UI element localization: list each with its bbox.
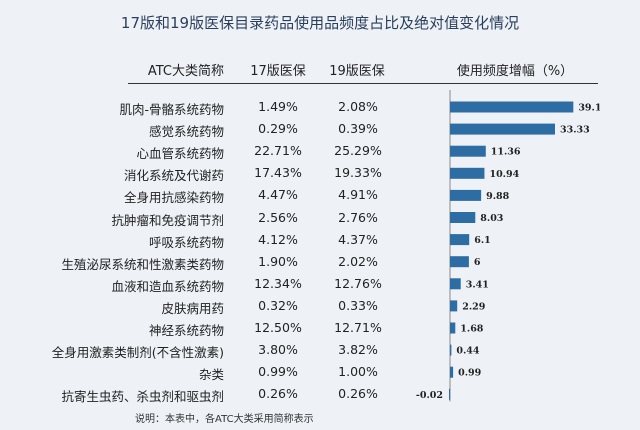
value-2017: 0.26% bbox=[258, 386, 298, 402]
category-name: 心血管系统药物 bbox=[136, 146, 224, 162]
growth-bar bbox=[450, 167, 485, 179]
header-growth: 使用频度增幅（%） bbox=[456, 64, 574, 79]
category-name: 消化系统及代谢药 bbox=[123, 168, 224, 184]
growth-bar bbox=[450, 300, 458, 312]
header-divider bbox=[128, 83, 598, 84]
value-2017: 12.34% bbox=[254, 275, 302, 291]
footnote: 说明：本表中，各ATC大类采用简称表示 bbox=[135, 414, 314, 425]
bar-value-label: 9.88 bbox=[486, 191, 510, 202]
header-category: ATC大类简称 bbox=[147, 64, 224, 79]
category-name: 感觉系统药物 bbox=[148, 124, 224, 140]
growth-bar bbox=[450, 123, 555, 135]
category-name: 神经系统药物 bbox=[148, 323, 224, 338]
value-2017: 1.90% bbox=[258, 253, 298, 269]
table-row: 抗肿瘤和免疫调节剂 2.56% 2.76% bbox=[0, 207, 420, 229]
category-name: 全身用抗感染药物 bbox=[123, 190, 224, 206]
table-row: 呼吸系统药物 4.12% 4.37% bbox=[0, 229, 420, 251]
category-name: 生殖泌尿系统和性激素类药物 bbox=[61, 256, 224, 272]
category-name: 呼吸系统药物 bbox=[148, 234, 224, 250]
growth-bar bbox=[450, 366, 454, 378]
category-name: 抗寄生虫药、杀虫剂和驱虫剂 bbox=[61, 389, 224, 405]
growth-bar bbox=[450, 322, 456, 334]
value-2019: 0.26% bbox=[338, 386, 378, 402]
value-2017: 4.47% bbox=[258, 187, 298, 203]
value-2019: 4.37% bbox=[338, 231, 378, 247]
table-row: 杂类 0.99% 1.00% bbox=[0, 361, 420, 383]
value-2017: 0.32% bbox=[258, 297, 298, 313]
bar-value-label: -0.02 bbox=[416, 390, 443, 401]
value-2019: 25.29% bbox=[334, 143, 382, 159]
bar-value-label: 6.1 bbox=[474, 235, 491, 246]
category-name: 抗肿瘤和免疫调节剂 bbox=[111, 212, 224, 228]
table-row: 感觉系统药物 0.29% 0.39% bbox=[0, 118, 420, 140]
bar-value-label: 39.15 bbox=[578, 103, 600, 114]
header-2017: 17版医保 bbox=[250, 64, 306, 79]
table-row: 全身用抗感染药物 4.47% 4.91% bbox=[0, 184, 420, 206]
value-2019: 2.76% bbox=[338, 209, 378, 225]
growth-bar bbox=[450, 189, 482, 201]
growth-bar bbox=[450, 278, 461, 290]
growth-bar bbox=[449, 388, 450, 400]
bar-value-label: 1.68 bbox=[460, 324, 484, 335]
value-2019: 0.39% bbox=[338, 121, 378, 137]
table-row: 神经系统药物 12.50% 12.71% bbox=[0, 317, 420, 339]
bar-value-label: 0.99 bbox=[458, 368, 482, 379]
value-2019: 12.76% bbox=[334, 275, 382, 291]
value-2017: 17.43% bbox=[254, 165, 302, 181]
value-2017: 4.12% bbox=[258, 231, 298, 247]
value-2017: 3.80% bbox=[258, 342, 298, 358]
growth-bar bbox=[450, 256, 469, 268]
bar-value-label: 0.44 bbox=[456, 346, 480, 357]
growth-bar bbox=[450, 344, 452, 356]
table-row: 血液和造血系统药物 12.34% 12.76% bbox=[0, 273, 420, 295]
header-2019: 19版医保 bbox=[329, 64, 385, 79]
value-2019: 0.33% bbox=[338, 297, 378, 313]
growth-bar bbox=[450, 212, 476, 223]
value-2019: 1.00% bbox=[338, 364, 378, 380]
value-2019: 12.71% bbox=[334, 320, 382, 335]
bar-value-label: 2.29 bbox=[462, 301, 486, 312]
growth-bar bbox=[450, 145, 486, 157]
value-2017: 1.49% bbox=[258, 99, 298, 114]
table-row: 皮肤病用药 0.32% 0.33% bbox=[0, 295, 420, 317]
value-2019: 19.33% bbox=[334, 165, 382, 181]
table-row: 全身用激素类制剂(不含性激素) 3.80% 3.82% bbox=[0, 339, 420, 361]
bar-value-label: 33.33 bbox=[560, 125, 590, 136]
value-2017: 22.71% bbox=[254, 143, 302, 159]
table-row: 生殖泌尿系统和性激素类药物 1.90% 2.02% bbox=[0, 251, 420, 273]
value-2019: 4.91% bbox=[338, 187, 378, 203]
table-row: 心血管系统药物 22.71% 25.29% bbox=[0, 140, 420, 162]
growth-bar bbox=[450, 101, 574, 113]
table-row: 肌肉-骨骼系统药物 1.49% 2.08% bbox=[0, 96, 420, 118]
value-2019: 2.08% bbox=[338, 99, 378, 114]
value-2019: 2.02% bbox=[338, 253, 378, 269]
bar-value-label: 6 bbox=[474, 257, 481, 268]
category-name: 血液和造血系统药物 bbox=[111, 278, 224, 294]
bar-value-label: 10.94 bbox=[489, 169, 519, 180]
chart-title: 17版和19版医保目录药品使用品频度占比及绝对值变化情况 bbox=[120, 14, 520, 32]
category-name: 肌肉-骨骼系统药物 bbox=[119, 102, 224, 117]
category-name: 全身用激素类制剂(不含性激素) bbox=[51, 345, 224, 361]
bar-value-label: 8.03 bbox=[480, 213, 503, 224]
growth-bar bbox=[450, 234, 470, 246]
value-2017: 0.99% bbox=[258, 364, 298, 380]
value-2019: 3.82% bbox=[338, 342, 378, 358]
value-2017: 0.29% bbox=[258, 121, 298, 137]
bar-value-label: 3.41 bbox=[466, 279, 489, 290]
value-2017: 2.56% bbox=[258, 209, 298, 225]
table-row: 消化系统及代谢药 17.43% 19.33% bbox=[0, 162, 420, 184]
category-name: 杂类 bbox=[198, 367, 224, 383]
category-name: 皮肤病用药 bbox=[161, 300, 224, 316]
table-row: 抗寄生虫药、杀虫剂和驱虫剂 0.26% 0.26% bbox=[0, 383, 420, 405]
bar-value-label: 11.36 bbox=[491, 147, 521, 158]
growth-bar-chart: 39.15 33.33 11.36 10.94 9.88 8.03 6.1 6 3.41 2.29… bbox=[416, 90, 600, 402]
value-2017: 12.50% bbox=[254, 320, 302, 335]
